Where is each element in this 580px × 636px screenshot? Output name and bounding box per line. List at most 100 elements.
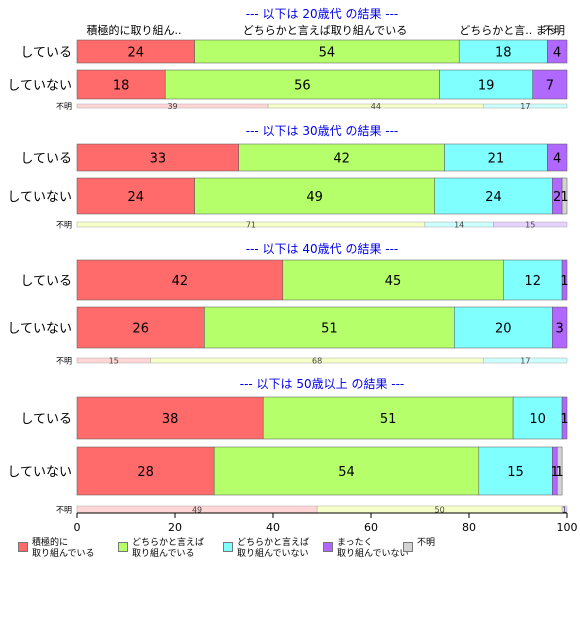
row-label: していない — [7, 79, 72, 94]
unknown-value-label: 17 — [520, 102, 530, 111]
legend-label: 不明 — [417, 538, 436, 548]
panel-title: --- 以下は 40歳代 の結果 --- — [246, 242, 399, 256]
bar-value-label: 2 — [553, 190, 561, 205]
unknown-value-label: 49 — [192, 506, 202, 515]
unknown-row-label: 不明 — [56, 221, 72, 230]
bar-value-label: 51 — [321, 322, 338, 337]
x-tick-label: 60 — [364, 521, 378, 534]
legend-swatch — [403, 542, 413, 552]
bar-segment — [76, 143, 239, 172]
bar-segment — [547, 39, 568, 64]
panel-title: --- 以下は 20歳代 の結果 --- — [246, 7, 399, 21]
bar-value-label: 42 — [172, 274, 189, 289]
x-tick-label: 40 — [266, 521, 280, 534]
unknown-value-label: 68 — [312, 357, 322, 366]
legend-swatch — [323, 542, 333, 552]
legend-item: まったく 取り組んでいない — [323, 538, 409, 560]
bar-segment — [204, 306, 455, 349]
bar-segment — [512, 396, 563, 440]
bar-value-label: 10 — [529, 412, 546, 427]
bar-segment — [532, 69, 568, 100]
bar-segment — [262, 396, 514, 440]
bar-value-label: 19 — [478, 79, 495, 94]
legend-item: 積極的に 取り組んでいる — [18, 538, 95, 560]
bar-value-label: 33 — [150, 152, 167, 167]
bar-segment — [76, 396, 264, 440]
bar-segment — [164, 69, 440, 100]
bar-segment — [556, 446, 563, 496]
legend-label: まったく 取り組んでいない — [337, 538, 409, 559]
bar-segment — [561, 259, 568, 301]
bar-value-label: 15 — [507, 465, 524, 480]
bar-value-label: 21 — [488, 152, 505, 167]
bar-segment — [76, 69, 166, 100]
legend-swatch — [118, 542, 128, 552]
bar-value-label: 24 — [128, 190, 145, 205]
bar-value-label: 54 — [338, 465, 355, 480]
row-label: している — [20, 152, 72, 167]
unknown-row-label: 不明 — [56, 357, 72, 366]
bar-segment — [439, 69, 533, 100]
bar-segment — [454, 306, 553, 349]
bar-segment — [76, 177, 195, 215]
bar-segment — [76, 446, 215, 496]
unknown-value-label: 44 — [371, 102, 381, 111]
unknown-value-label: 71 — [246, 221, 256, 230]
bar-segment — [561, 396, 568, 440]
bar-value-label: 45 — [385, 274, 402, 289]
bar-value-label: 3 — [556, 322, 564, 337]
bar-value-label: 1 — [560, 412, 568, 427]
unknown-bar-segment — [483, 103, 568, 109]
row-label: していない — [7, 322, 72, 337]
header-label: 積極的に取り組ん.. — [87, 23, 182, 37]
bar-value-label: 1 — [560, 274, 568, 289]
bar-value-label: 28 — [137, 465, 154, 480]
unknown-value-label: 14 — [454, 221, 464, 230]
x-tick-label: 20 — [168, 521, 182, 534]
legend-item: どちらかと言えば 取り組んでいない — [223, 538, 309, 560]
unknown-value-label: 50 — [435, 506, 445, 515]
bar-segment — [434, 177, 553, 215]
unknown-row-label: 不明 — [56, 506, 72, 515]
panel-title: --- 以下は 50歳以上 の結果 --- — [240, 377, 405, 391]
bar-value-label: 42 — [333, 152, 350, 167]
bar-value-label: 7 — [546, 79, 554, 94]
bar-value-label: 1 — [556, 465, 564, 480]
bar-segment — [194, 177, 435, 215]
legend-label: どちらかと言えば 取り組んでいる — [132, 538, 205, 559]
bar-value-label: 38 — [162, 412, 179, 427]
header-label: 不明 — [543, 24, 565, 37]
bar-segment — [213, 446, 480, 496]
unknown-bar-segment — [493, 221, 568, 228]
legend-label: どちらかと言えば 取り組んでいない — [237, 538, 310, 559]
legend-label: 積極的に 取り組んでいる — [32, 538, 95, 559]
legend-item: どちらかと言えば 取り組んでいる — [118, 538, 204, 560]
bar-value-label: 4 — [553, 46, 561, 61]
panel-title: --- 以下は 30歳代 の結果 --- — [246, 124, 399, 138]
unknown-value-label: 15 — [525, 221, 535, 230]
legend-swatch — [223, 542, 233, 552]
header-label: どちらかと言えば取り組んでいる — [243, 24, 407, 37]
chart-legend: 積極的に 取り組んでいる どちらかと言えば 取り組んでいる どちらかと言えば 取り組… — [18, 538, 578, 578]
unknown-value-label: 15 — [109, 357, 119, 366]
row-label: している — [20, 412, 72, 427]
bar-value-label: 51 — [380, 412, 397, 427]
bar-segment — [478, 446, 553, 496]
unknown-value-label: 17 — [520, 357, 530, 366]
bar-segment — [561, 177, 568, 215]
bar-segment — [552, 306, 568, 349]
unknown-row-label: 不明 — [56, 102, 72, 111]
bar-segment — [76, 306, 205, 349]
row-label: している — [20, 274, 72, 289]
bar-segment — [238, 143, 445, 172]
x-tick-label: 80 — [462, 521, 476, 534]
bar-value-label: 49 — [306, 190, 323, 205]
bar-segment — [547, 143, 568, 172]
bar-value-label: 18 — [113, 79, 130, 94]
x-tick-label: 0 — [74, 521, 81, 534]
row-label: している — [20, 46, 72, 61]
row-label: していない — [7, 465, 72, 480]
unknown-bar-segment — [483, 357, 568, 364]
bar-value-label: 18 — [495, 46, 512, 61]
